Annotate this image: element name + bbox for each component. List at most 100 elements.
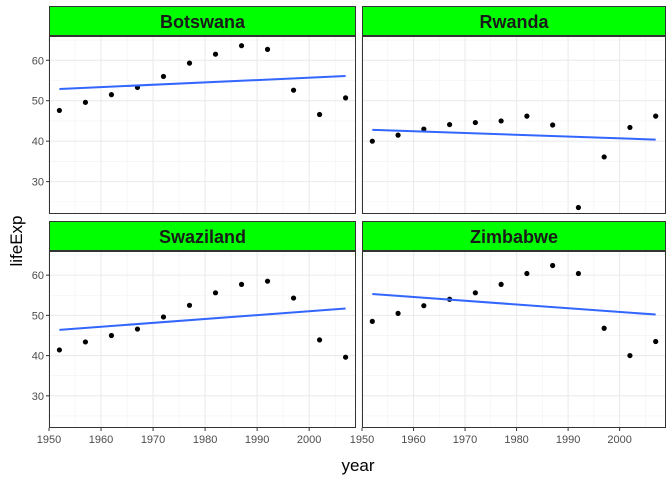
data-point [421,126,427,132]
strip-label-zimbabwe: Zimbabwe [470,227,558,247]
strip-label-botswana: Botswana [160,12,246,32]
x-tick-label: 1970 [141,434,165,446]
points-zimbabwe [369,262,659,359]
strip-botswana [49,6,356,36]
x-tick-label: 1960 [401,434,425,446]
panels-layer: Botswana Rwanda Swaziland Zimbabwe [48,6,666,428]
strip-label-swaziland: Swaziland [159,227,246,247]
data-point [290,295,297,301]
data-point [212,51,219,57]
points-botswana [56,43,349,118]
data-point [212,290,219,296]
trend-line-swaziland [59,307,346,331]
panel-swaziland: Swaziland [48,221,356,428]
grid-botswana [48,36,356,214]
data-point [82,339,89,345]
strip-zimbabwe [362,221,666,251]
data-point [575,270,582,277]
y-tick-label: 30 [32,177,44,189]
data-point [601,154,607,160]
panel-border-swaziland [49,251,356,428]
data-point [498,281,504,287]
strip-swaziland [49,221,356,251]
x-tick-label: 1950 [350,434,374,446]
y-tick-label: 60 [32,55,44,67]
x-tick-label: 1970 [453,434,477,446]
data-point [421,303,427,309]
data-point [395,132,401,138]
data-point [653,338,659,345]
x-tick-label: 1990 [556,434,580,446]
grid-zimbabwe [361,251,666,428]
data-point [446,121,453,128]
data-point [524,113,530,119]
data-point [238,281,245,287]
x-tick-label: 1980 [193,434,217,446]
data-point [56,347,63,353]
data-point [472,119,478,126]
y-tick-label: 50 [32,96,44,108]
panel-botswana: Botswana [48,6,356,214]
data-point [550,262,556,269]
data-point [627,124,633,131]
x-tick-label: 1950 [37,434,61,446]
data-point [82,99,89,105]
data-point [160,73,167,80]
trend-line-rwanda [372,128,656,141]
data-point [575,204,582,211]
y-tick-label: 40 [32,136,44,148]
data-point [498,118,504,124]
plot-area-botswana [49,36,356,214]
data-point [290,87,297,93]
y-tick-label: 40 [32,351,44,363]
data-point [186,60,193,66]
data-point [238,43,245,49]
data-point [134,326,141,332]
panel-border-rwanda [362,36,666,214]
data-point [160,314,167,320]
plot-area-rwanda [362,36,666,214]
data-point [264,46,271,52]
data-point [653,113,659,119]
data-point [395,310,401,316]
panel-border-zimbabwe [362,251,666,428]
data-point [550,122,556,128]
grid-rwanda [361,36,666,214]
data-point [56,107,63,114]
trend-line-zimbabwe [372,293,656,316]
panel-border-botswana [49,36,356,214]
x-axes-layer: 1950 1960 1970 1980 1990 2000 1950 1960 1970 1980… [37,428,632,446]
data-point [472,290,478,296]
y-axis-title: lifeExp [7,215,26,266]
data-point [186,302,193,308]
points-swaziland [56,278,349,360]
data-point [627,352,633,359]
data-point [342,95,349,101]
panel-zimbabwe: Zimbabwe [361,221,666,428]
y-tick-label: 30 [32,391,44,403]
x-axis-title: year [341,456,374,475]
y-tick-label: 50 [32,310,44,322]
data-point [316,337,323,343]
data-point [264,278,271,284]
data-point [369,138,375,144]
x-tick-label: 2000 [607,434,631,446]
y-axes-layer: 30 40 50 60 30 40 50 60 [32,55,49,403]
panel-rwanda: Rwanda [361,6,666,214]
data-point [524,270,530,277]
data-point [108,332,115,339]
x-tick-label: 1960 [89,434,113,446]
x-tick-label: 1990 [245,434,269,446]
data-point [342,354,349,360]
data-point [108,92,115,98]
data-point [369,318,375,324]
strip-label-rwanda: Rwanda [479,12,549,32]
plot-area-zimbabwe [362,251,666,428]
x-tick-label: 2000 [297,434,321,446]
data-point [601,325,607,331]
data-point [316,111,323,118]
y-tick-label: 60 [32,270,44,282]
plot-area-swaziland [49,251,356,428]
